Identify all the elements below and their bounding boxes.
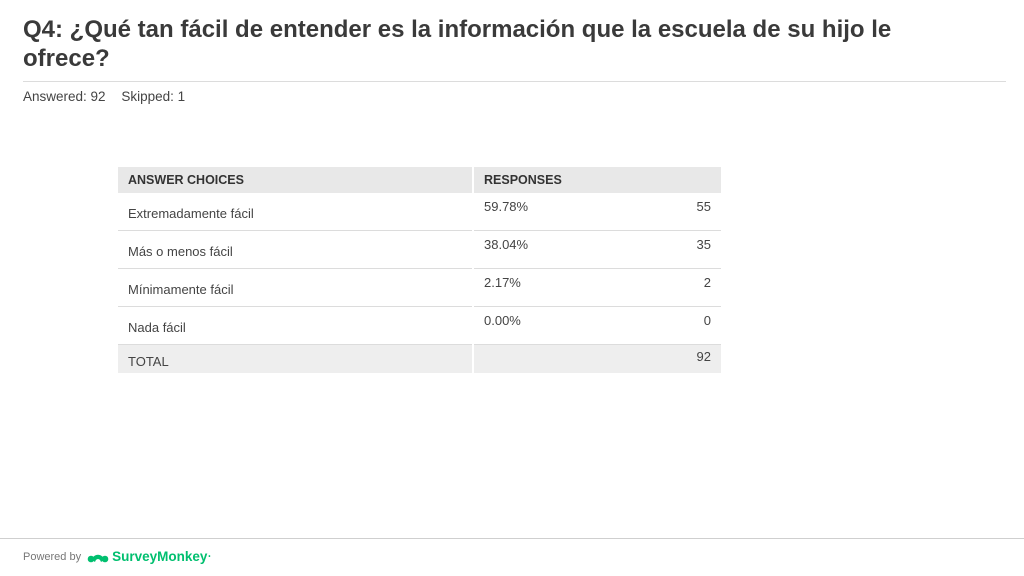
response-cell: 59.78% 55 — [473, 193, 721, 231]
table-row: Mínimamente fácil 2.17% 2 — [118, 268, 721, 307]
response-percent: 2.17% — [484, 275, 521, 290]
response-percent: 59.78% — [484, 199, 529, 214]
total-row: TOTAL 92 — [118, 344, 721, 373]
response-cell: 2.17% 2 — [473, 268, 721, 307]
header-answer-choices: ANSWER CHOICES — [118, 167, 474, 193]
answer-choice: Mínimamente fácil — [118, 268, 474, 307]
skipped-count: Skipped: 1 — [121, 89, 186, 104]
response-cell: 0.00% 0 — [473, 306, 721, 345]
header-responses: RESPONSES — [473, 167, 721, 193]
table-row: Más o menos fácil 38.04% 35 — [118, 230, 721, 269]
response-count: 35 — [696, 237, 711, 252]
total-count: 92 — [696, 349, 711, 364]
footer-divider — [0, 538, 1024, 539]
question-title: Q4: ¿Qué tan fácil de entender es la inf… — [23, 16, 892, 72]
trademark-mark: • — [208, 553, 211, 560]
surveymonkey-logo-icon — [87, 554, 109, 562]
response-count: 0 — [703, 313, 711, 328]
response-percent: 0.00% — [484, 313, 521, 328]
answer-choice: Más o menos fácil — [118, 230, 474, 269]
table-row: Extremadamente fácil 59.78% 55 — [118, 193, 721, 231]
total-cell: 92 — [473, 344, 721, 373]
answered-count: Answered: 92 — [23, 89, 106, 104]
brand-name: SurveyMonkey — [112, 549, 208, 564]
response-count: 55 — [696, 199, 711, 214]
powered-by-label: Powered by — [23, 550, 82, 563]
results-table: ANSWER CHOICES RESPONSES Extremadamente … — [118, 167, 721, 373]
total-label: TOTAL — [118, 344, 474, 373]
response-stats: Answered: 92 Skipped: 1 — [23, 89, 197, 104]
answer-choice: Extremadamente fácil — [118, 193, 474, 231]
brand-logo[interactable]: SurveyMonkey • — [87, 549, 211, 564]
answer-choice: Nada fácil — [118, 306, 474, 345]
table-row: Nada fácil 0.00% 0 — [118, 306, 721, 345]
table-header-row: ANSWER CHOICES RESPONSES — [118, 167, 721, 193]
response-cell: 38.04% 35 — [473, 230, 721, 269]
title-divider — [23, 81, 1006, 82]
footer: Powered by SurveyMonkey • — [23, 549, 211, 564]
response-count: 2 — [703, 275, 711, 290]
response-percent: 38.04% — [484, 237, 529, 252]
